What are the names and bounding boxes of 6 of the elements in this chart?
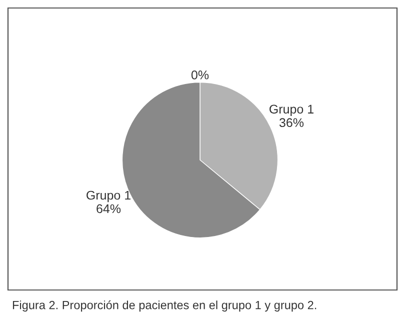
slice-label: Grupo 1 <box>86 190 130 202</box>
text: 0% <box>191 70 209 80</box>
data-label: 36% <box>279 118 304 128</box>
data-label: 64% <box>96 204 121 214</box>
slice-label: Grupo 1 <box>270 104 314 116</box>
text: Figura 2. Proporción de pacientes en el grupo 1 y grupo 2. <box>12 300 316 312</box>
